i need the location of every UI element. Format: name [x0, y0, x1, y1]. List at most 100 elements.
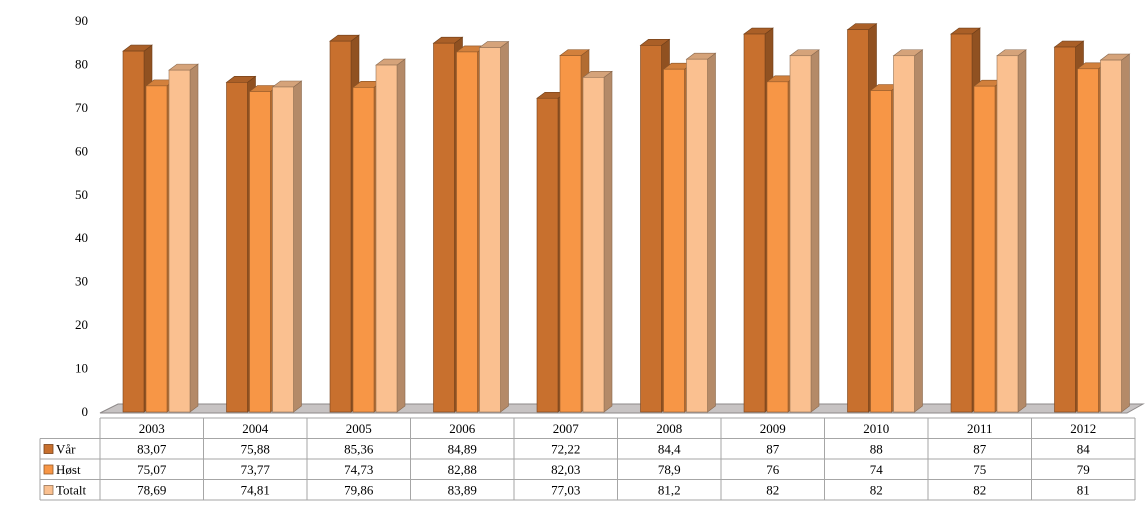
bar-totalt-2003 — [168, 63, 199, 413]
y-tick-label: 60 — [75, 143, 88, 158]
x-tick-label: 2008 — [656, 421, 682, 436]
bar-side — [603, 70, 613, 413]
bar-front — [686, 58, 708, 413]
data-label: 83,07 — [137, 442, 167, 457]
data-table: 2003 2004 2005 2006 2007 2008 2009 2010 2011 2012… — [39, 417, 1136, 501]
y-tick-label: 50 — [75, 187, 88, 202]
legend-label-totalt: Totalt — [56, 483, 87, 498]
data-label: 81,2 — [658, 483, 681, 498]
y-tick-label: 80 — [75, 56, 88, 71]
bar-totalt-2010 — [892, 49, 924, 413]
bar-totalt-2005 — [375, 58, 406, 413]
bar-totalt-2009 — [789, 49, 820, 413]
data-label: 82 — [766, 483, 779, 498]
bar-front — [272, 86, 294, 413]
bar-front — [249, 91, 271, 413]
x-tick-label: 2009 — [760, 421, 786, 436]
data-label: 75,07 — [137, 462, 167, 477]
bar-side — [500, 40, 509, 413]
bar-front — [536, 97, 559, 413]
y-tick-label: 40 — [75, 230, 88, 245]
x-tick-label: 2011 — [967, 421, 993, 436]
bar-totalt-2006 — [478, 40, 510, 413]
bar-front — [226, 82, 248, 413]
data-label: 87 — [973, 442, 987, 457]
data-label: 73,77 — [241, 462, 271, 477]
bar-front — [582, 77, 605, 413]
y-tick-label: 0 — [82, 404, 89, 419]
bar-front — [640, 45, 662, 413]
legend-label-vår: Vår — [56, 442, 76, 457]
data-label: 79 — [1077, 462, 1090, 477]
y-axis: 0 10 20 30 40 50 60 70 80 90 — [75, 13, 88, 419]
data-label: 82,03 — [551, 462, 580, 477]
data-label: 84 — [1077, 442, 1091, 457]
data-label: 75 — [973, 462, 986, 477]
bar-side — [189, 63, 199, 413]
data-label: 75,88 — [241, 442, 270, 457]
bar-totalt-2008 — [685, 52, 717, 413]
x-tick-label: 2005 — [346, 421, 372, 436]
bar-front — [352, 87, 375, 413]
data-label: 87 — [766, 442, 780, 457]
x-tick-label: 2003 — [139, 421, 165, 436]
bar-side — [1121, 53, 1130, 413]
bar-front — [950, 33, 973, 413]
data-label: 74 — [870, 462, 884, 477]
bar-front — [766, 81, 789, 413]
data-label: 88 — [870, 442, 883, 457]
bar-front — [433, 42, 455, 413]
data-label: 78,69 — [137, 483, 166, 498]
bar-side — [396, 58, 406, 413]
data-label: 82,88 — [448, 462, 477, 477]
data-label: 84,89 — [448, 442, 477, 457]
data-label: 78,9 — [658, 462, 681, 477]
data-label: 82 — [973, 483, 986, 498]
bar-front — [743, 33, 766, 413]
y-tick-label: 20 — [75, 317, 88, 332]
bar-side — [914, 49, 923, 413]
bar-totalt-2007 — [582, 70, 613, 413]
data-label: 83,89 — [448, 483, 477, 498]
bar-front — [870, 90, 892, 413]
legend-key-høst — [43, 464, 54, 475]
bar-front — [996, 55, 1019, 413]
bar-side — [1017, 49, 1027, 413]
legend-key-vår — [43, 444, 54, 454]
data-label: 85,36 — [344, 442, 374, 457]
bar-side — [810, 49, 820, 413]
data-label: 84,4 — [658, 442, 681, 457]
bar-front — [789, 55, 812, 413]
bar-front — [973, 85, 996, 413]
bar-front — [479, 47, 501, 413]
bar-side — [293, 80, 302, 413]
x-tick-label: 2006 — [449, 421, 476, 436]
bar-front — [145, 85, 168, 413]
x-tick-label: 2012 — [1070, 421, 1096, 436]
y-tick-label: 70 — [75, 100, 88, 115]
bar-front — [456, 51, 478, 413]
bar-front — [1100, 59, 1122, 413]
bar-front — [375, 64, 398, 413]
data-label: 82 — [870, 483, 883, 498]
bar-front — [1077, 68, 1099, 413]
x-tick-label: 2007 — [553, 421, 580, 436]
y-tick-label: 90 — [75, 13, 88, 28]
data-label: 77,03 — [551, 483, 580, 498]
bar-front — [847, 29, 869, 413]
bar-front — [122, 50, 145, 413]
bar-totalt-2004 — [271, 80, 303, 413]
bar-front — [168, 69, 191, 413]
x-tick-label: 2004 — [242, 421, 269, 436]
data-label: 76 — [766, 462, 780, 477]
legend-label-høst: Høst — [56, 462, 81, 477]
bar-front — [1054, 46, 1076, 413]
bar-front — [329, 40, 352, 413]
y-tick-label: 30 — [75, 274, 88, 289]
y-tick-label: 10 — [75, 361, 88, 376]
x-tick-label: 2010 — [863, 421, 889, 436]
bar-front — [559, 55, 582, 413]
data-label: 81 — [1077, 483, 1090, 498]
legend-key-totalt — [43, 485, 54, 495]
